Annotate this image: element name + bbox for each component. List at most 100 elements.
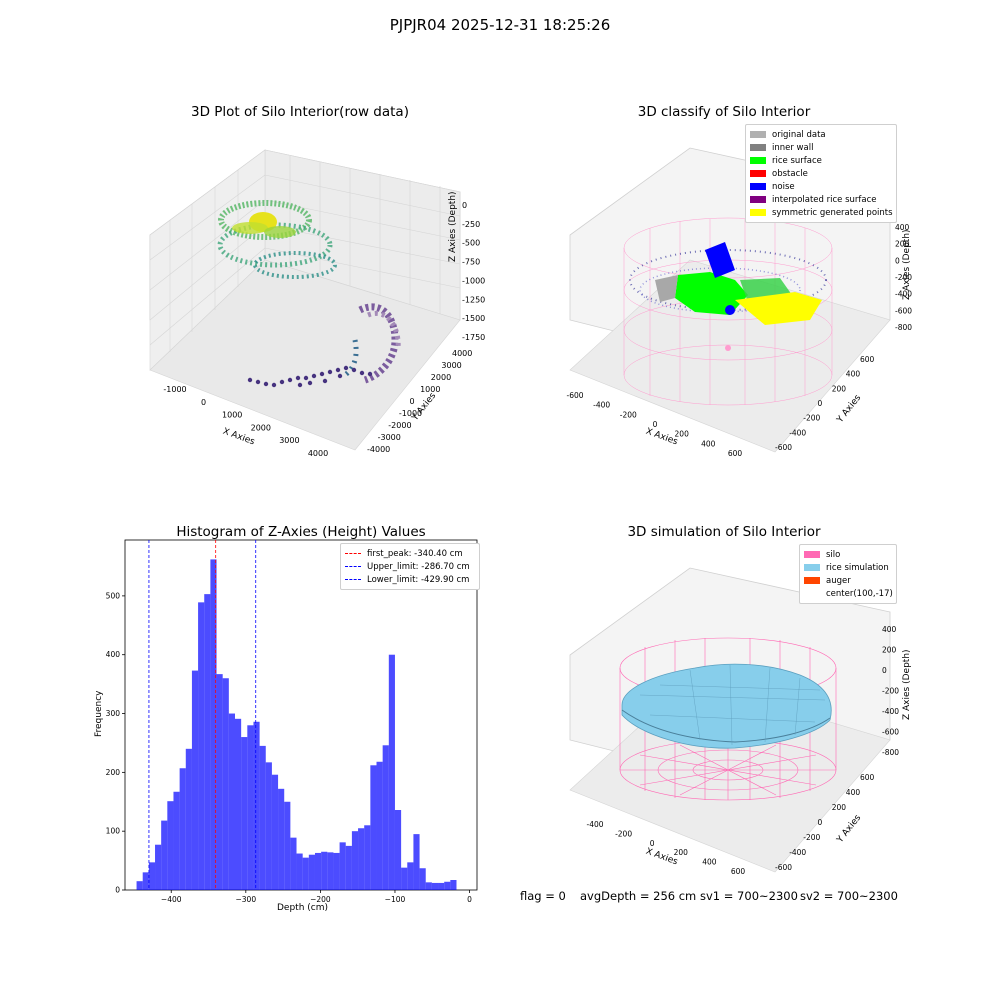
- classify-legend-label: symmetric generated points: [772, 207, 893, 218]
- raw-z-axis-label: Z Axies (Depth): [448, 191, 458, 262]
- histogram-bar: [204, 594, 211, 890]
- histogram-legend-item: first_peak: -340.40 cm: [345, 547, 475, 560]
- histogram-legend-label: first_peak: -340.40 cm: [367, 548, 463, 559]
- histogram-bar: [302, 857, 309, 890]
- histogram-title: Histogram of Z-Axies (Height) Values: [176, 524, 426, 540]
- raw-ztick-5: -1250: [462, 295, 485, 304]
- classify-legend-swatch: [750, 183, 766, 190]
- histogram-ytick-label: 500: [106, 591, 121, 600]
- histogram-bar: [148, 862, 156, 890]
- histogram-legend-label: Upper_limit: -286.70 cm: [367, 561, 470, 572]
- simulation-3d-plot: 400 200 0 -200 -400 -600 -800 -400 -200 0 200 400 6…: [569, 567, 899, 876]
- classify-legend-swatch: [750, 170, 766, 177]
- histogram-bar: [333, 852, 340, 890]
- classify-legend-swatch: [750, 157, 766, 164]
- histogram-bar: [296, 853, 303, 890]
- histogram-legend-item: Lower_limit: -429.90 cm: [345, 573, 475, 586]
- classify-ztick-3: -200: [895, 273, 912, 282]
- classify-xtick-5: 400: [701, 439, 716, 448]
- histogram-bar: [425, 882, 432, 890]
- sv2-readout: sv2 = 700~2300: [800, 889, 898, 903]
- histogram-bar: [271, 774, 279, 890]
- simulation-ztick-6: -800: [882, 748, 899, 757]
- avg-depth-readout: avgDepth = 256 cm: [580, 889, 697, 903]
- histogram-xticks: −400 −300 −200 −100 0: [161, 890, 472, 904]
- raw-xtick-1: 0: [201, 398, 206, 407]
- simulation-xtick-4: 400: [702, 858, 717, 867]
- figure-title: PJPJR04 2025-12-31 18:25:26: [389, 16, 611, 34]
- classify-xtick-1: -400: [593, 401, 610, 410]
- classify-xticks: -600 -400 -200 0 200 400 600: [566, 391, 742, 458]
- histogram-ytick-label: 0: [115, 886, 120, 895]
- histogram-ytick-label: 400: [106, 650, 121, 659]
- classify-ytick-6: 600: [860, 355, 875, 364]
- histogram-bar: [253, 721, 260, 890]
- flag-readout: flag = 0: [520, 889, 566, 903]
- classify-legend-item: interpolated rice surface: [750, 193, 892, 206]
- classify-ytick-5: 400: [846, 370, 861, 379]
- classify-points: [629, 242, 827, 351]
- histogram-bar: [419, 868, 426, 890]
- simulation-ztick-1: 200: [882, 646, 897, 655]
- histogram-ytick-label: 200: [106, 768, 121, 777]
- raw-ytick-2: -2000: [388, 421, 411, 430]
- classify-ztick-0: 400: [895, 223, 910, 232]
- histogram-bar: [222, 678, 229, 890]
- simulation-yticks: -600 -400 -200 0 200 400 600: [775, 773, 875, 872]
- histogram-bar: [278, 788, 285, 890]
- simulation-legend-swatch: [804, 551, 820, 558]
- histogram-legend-swatch: [345, 566, 361, 567]
- classify-z-axis-label: Z Axies (Depth): [902, 229, 912, 300]
- raw-ytick-7: 3000: [441, 361, 461, 370]
- histogram-xtick-label: −300: [236, 895, 257, 904]
- histogram-bar: [388, 654, 395, 890]
- histogram-bar: [284, 801, 291, 890]
- raw-ytick-6: 2000: [431, 373, 451, 382]
- classify-zticks: 400 200 0 -200 -400 -600 -800: [895, 223, 912, 332]
- raw-plot-title: 3D Plot of Silo Interior(row data): [191, 104, 409, 120]
- histogram-bar: [161, 820, 168, 890]
- classify-ztick-6: -800: [895, 323, 912, 332]
- classify-legend-item: rice surface: [750, 154, 892, 167]
- histogram-bar: [191, 670, 199, 890]
- simulation-legend-item: rice simulation: [804, 561, 892, 574]
- raw-ztick-1: -250: [462, 220, 480, 229]
- histogram-bar: [179, 768, 186, 890]
- simulation-ytick-2: -200: [803, 833, 820, 842]
- histogram-xtick-label: −400: [161, 895, 182, 904]
- histogram-bar: [241, 737, 248, 890]
- raw-zticks: 0 -250 -500 -750 -1000 -1250 -1500 -1750: [462, 201, 485, 342]
- simulation-xtick-5: 600: [731, 867, 746, 876]
- raw-ytick-8: 4000: [452, 349, 472, 358]
- classify-legend-swatch: [750, 209, 766, 216]
- simulation-zticks: 400 200 0 -200 -400 -600 -800: [882, 625, 899, 757]
- histogram-bar: [394, 810, 402, 890]
- raw-xtick-4: 3000: [279, 436, 299, 445]
- classify-legend: original data inner wall rice surface obsta…: [745, 124, 897, 223]
- classify-legend-item: obstacle: [750, 167, 892, 180]
- classify-legend-label: inner wall: [772, 142, 814, 153]
- histogram-y-axis-label: Frequency: [94, 690, 104, 738]
- histogram-bar: [401, 867, 408, 890]
- simulation-legend-item: center(100,-17): [804, 587, 893, 600]
- simulation-legend-item: auger: [804, 574, 892, 587]
- classify-3d-plot: 400 200 0 -200 -400 -600 -800 -600 -400 -200 0 200…: [566, 147, 912, 458]
- histogram-bar: [228, 713, 235, 890]
- classify-legend-label: interpolated rice surface: [772, 194, 877, 205]
- histogram-legend-swatch: [345, 579, 361, 580]
- classify-ztick-4: -400: [895, 290, 912, 299]
- raw-xtick-3: 2000: [251, 423, 271, 432]
- histogram-bar: [321, 851, 328, 890]
- classify-legend-label: rice surface: [772, 155, 822, 166]
- classify-ytick-1: -400: [789, 428, 806, 437]
- histogram-bar: [376, 761, 383, 890]
- histogram-bar: [198, 602, 205, 890]
- classify-ytick-4: 200: [832, 384, 847, 393]
- histogram-bar: [185, 748, 192, 890]
- raw-3d-plot: 0-250-500-750-1000-1250-1500-1750 -10000…: [149, 149, 485, 458]
- histogram-legend-label: Lower_limit: -429.90 cm: [367, 574, 470, 585]
- raw-ytick-0: -4000: [367, 445, 390, 454]
- histogram-bar: [210, 559, 217, 890]
- histogram-bar: [216, 674, 223, 890]
- histogram-bar: [259, 745, 266, 890]
